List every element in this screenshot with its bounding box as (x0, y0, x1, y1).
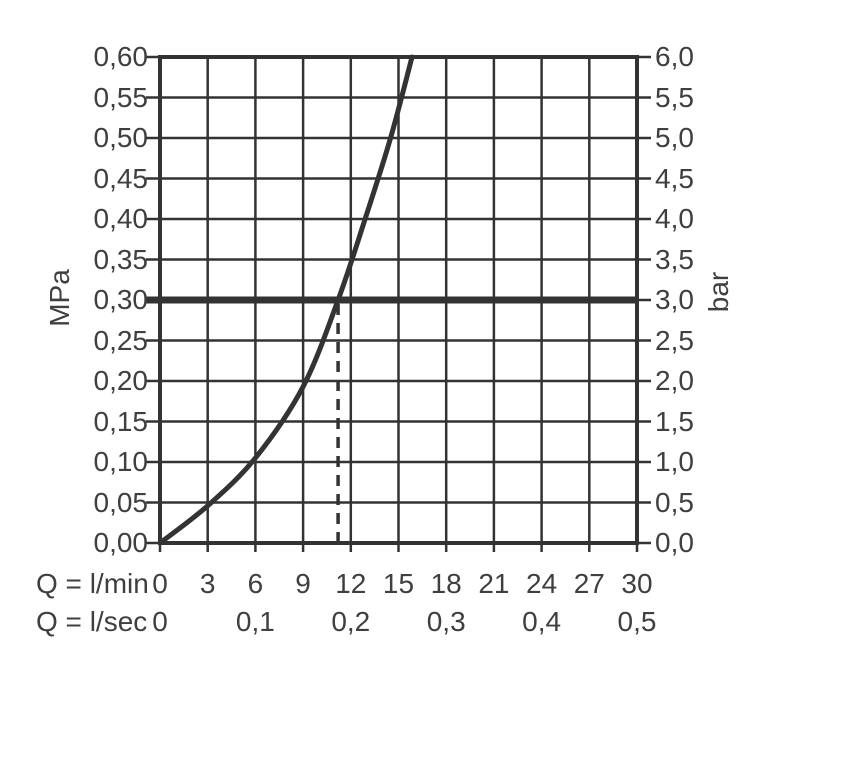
tick-label: 3 (199, 568, 216, 599)
tick-label: 9 (295, 568, 311, 599)
tick-label: 0,50 (93, 122, 149, 153)
tick-label: 0,0 (655, 527, 694, 558)
tick-label: 0,1 (235, 606, 275, 637)
tick-label: 0 (152, 568, 168, 599)
tick-label: 18 (430, 568, 462, 599)
tick-label: 0,3 (426, 606, 466, 637)
flow-curve (157, 54, 415, 546)
tick-label: 4,0 (655, 203, 694, 234)
tick-label: 5,5 (655, 81, 694, 113)
tick-label: 30 (621, 568, 653, 599)
tick-label: 0,10 (93, 446, 149, 477)
tick-label: 27 (573, 568, 605, 599)
tick-label: 0,45 (93, 162, 149, 194)
tick-label: 0,60 (93, 41, 149, 72)
tick-label: 2,0 (655, 365, 694, 396)
tick-label: 0,20 (93, 365, 149, 396)
tick-label: 0,55 (93, 81, 149, 113)
x-axis-lsec-caption: Q = l/sec (36, 606, 148, 637)
tick-label: 12 (335, 568, 367, 599)
tick-label: 0,00 (93, 527, 149, 558)
tick-label: 5,0 (655, 122, 694, 153)
tick-label: 15 (382, 568, 415, 599)
tick-label: 0,30 (93, 284, 149, 315)
tick-label: 0,4 (522, 606, 562, 637)
tick-label: 21 (478, 568, 510, 599)
tick-label: 3,0 (655, 284, 694, 315)
tick-label: 6 (247, 568, 264, 599)
tick-label: 2,5 (655, 324, 694, 356)
tick-label: 0,5 (617, 606, 657, 637)
tick-label: 0,35 (93, 243, 149, 275)
tick-label: 1,0 (655, 446, 694, 477)
x-axis-lmin-caption: Q = l/min (36, 568, 149, 599)
tick-label: 24 (526, 568, 558, 599)
tick-label: 0,05 (93, 486, 149, 518)
tick-label: 0,15 (93, 405, 149, 437)
tick-label: 0 (152, 606, 168, 637)
tick-label: 6,0 (655, 41, 694, 72)
tick-label: 0,40 (93, 203, 149, 234)
tick-label: 4,5 (655, 162, 694, 194)
tick-label: 0,5 (655, 486, 694, 518)
tick-label: 0,25 (93, 324, 149, 356)
tick-label: 3,5 (655, 243, 694, 275)
tick-label: 1,5 (655, 405, 694, 437)
y-axis-right-unit-label: bar (703, 271, 734, 313)
tick-label: 0,2 (331, 606, 371, 637)
